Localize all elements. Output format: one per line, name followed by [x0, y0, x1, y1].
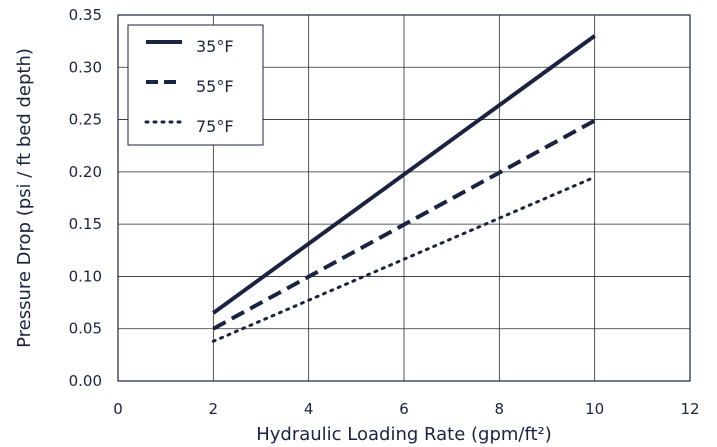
y-tick-label: 0.20: [69, 163, 102, 181]
plot-frame: [117, 14, 691, 382]
series-line-solid: [212, 34, 596, 315]
x-axis-title: Hydraulic Loading Rate (gpm/ft²): [256, 424, 552, 445]
y-tick-label: 0.35: [69, 6, 102, 24]
x-tick-label: 8: [495, 400, 505, 418]
y-tick-labels: 0.00 0.05 0.10 0.15 0.20 0.25 0.30 0.35: [69, 6, 102, 390]
y-tick-label: 0.30: [69, 58, 102, 76]
series-line-dotted: [211, 175, 597, 343]
series-line-dashed: [212, 118, 596, 331]
legend-label: 35°F: [196, 37, 234, 56]
x-tick-label: 0: [113, 400, 123, 418]
y-tick-label: 0.10: [69, 267, 102, 285]
y-axis-title: Pressure Drop (psi / ft bed depth): [14, 48, 35, 348]
x-tick-label: 4: [304, 400, 314, 418]
legend-box: [127, 24, 264, 146]
x-tick-labels: 0 2 4 6 8 10 12: [113, 400, 699, 418]
y-tick-label: 0.05: [69, 320, 102, 338]
x-tick-label: 10: [585, 400, 604, 418]
legend-label: 75°F: [196, 117, 234, 136]
x-tick-label: 6: [399, 400, 409, 418]
x-tick-label: 12: [680, 400, 699, 418]
y-tick-label: 0.25: [69, 111, 102, 129]
y-tick-label: 0.00: [69, 372, 102, 390]
y-tick-label: 0.15: [69, 215, 102, 233]
legend: 35°F 55°F 75°F: [127, 24, 264, 146]
x-tick-label: 2: [209, 400, 219, 418]
legend-label: 55°F: [196, 77, 234, 96]
series-layer: [211, 34, 597, 343]
